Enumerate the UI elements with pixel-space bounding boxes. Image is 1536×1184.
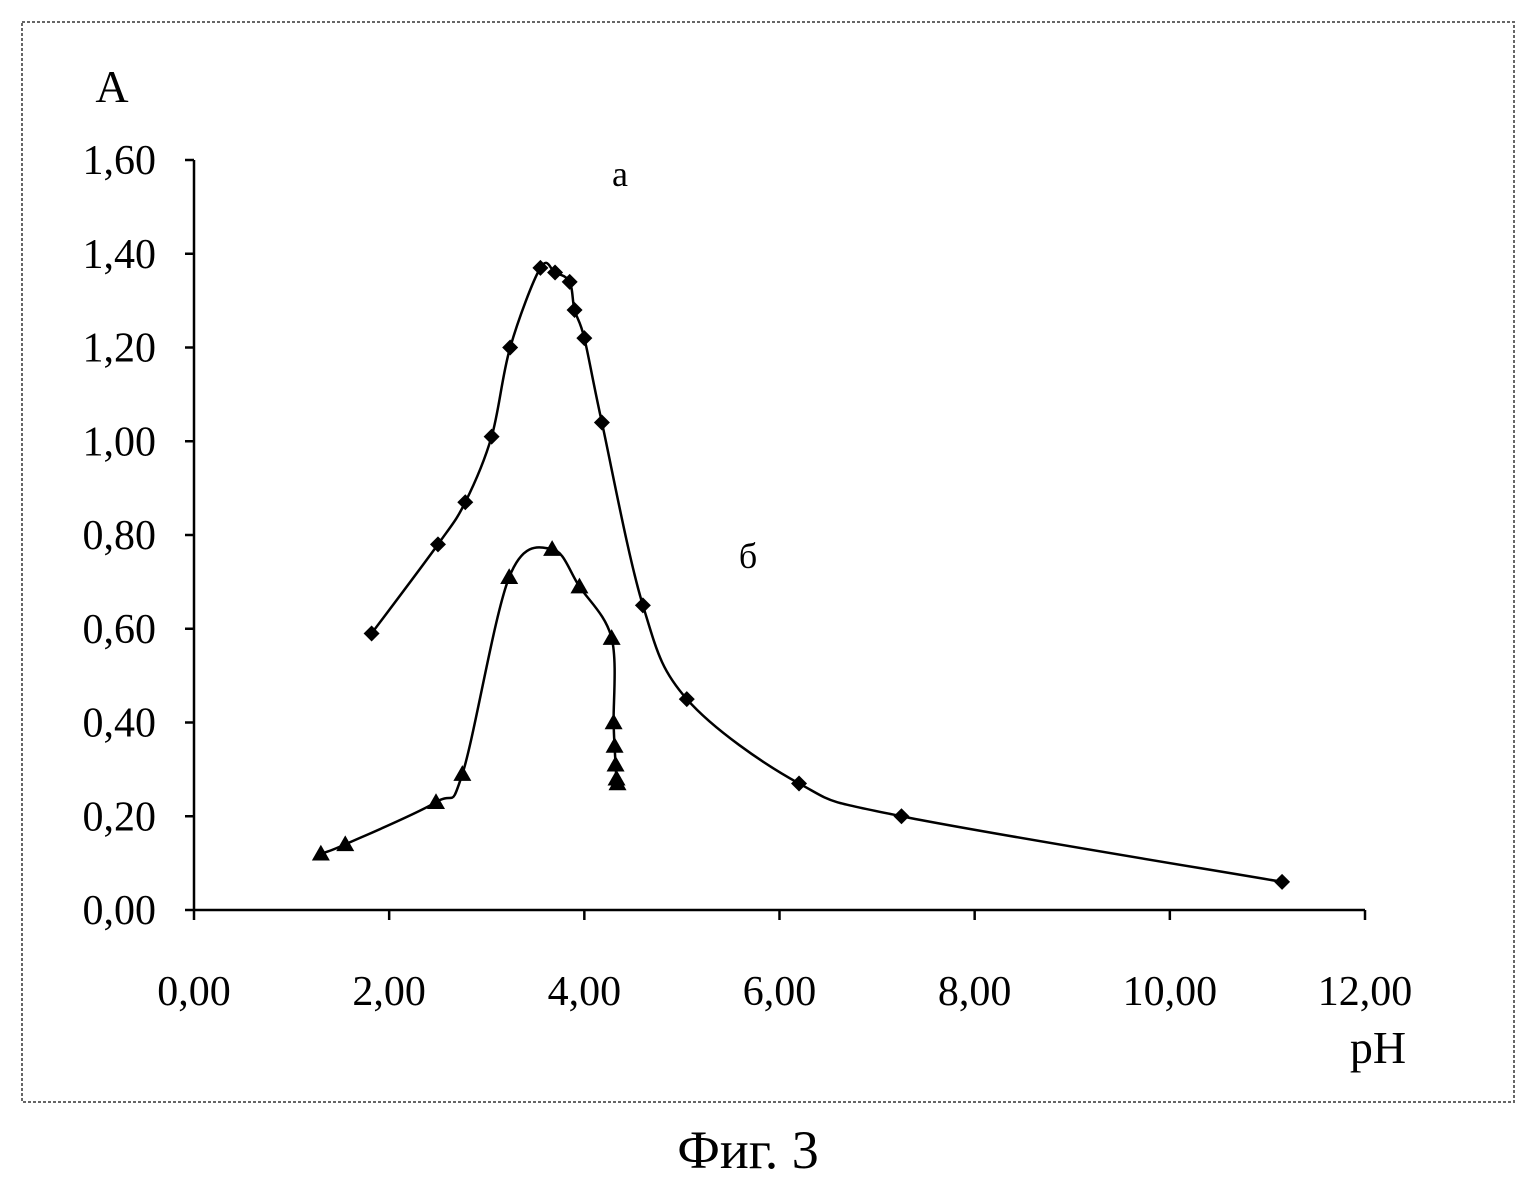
data-point-triangle xyxy=(427,793,446,809)
data-point-diamond xyxy=(532,259,549,276)
series-line-a xyxy=(370,261,1283,884)
x-tick-label: 4,00 xyxy=(548,969,622,1015)
y-axis-label: A xyxy=(95,61,128,112)
y-tick-label: 1,40 xyxy=(83,232,157,278)
data-point-triangle xyxy=(605,736,624,753)
data-point-diamond xyxy=(429,536,446,553)
data-point-triangle xyxy=(608,774,627,791)
y-tick-label: 0,60 xyxy=(83,607,157,653)
data-point-diamond xyxy=(576,330,593,347)
data-point-diamond xyxy=(457,494,474,511)
data-point-diamond xyxy=(1274,873,1291,890)
data-point-diamond xyxy=(363,625,380,642)
data-point-triangle xyxy=(500,568,519,584)
data-point-diamond xyxy=(502,339,519,356)
x-tick-label: 12,00 xyxy=(1318,969,1413,1015)
data-point-diamond xyxy=(634,597,651,614)
data-point-diamond xyxy=(561,273,578,290)
data-point-diamond xyxy=(678,691,695,708)
data-point-diamond xyxy=(547,264,564,281)
y-tick-label: 1,60 xyxy=(83,138,157,184)
data-point-triangle xyxy=(543,540,562,556)
y-tick-label: 0,40 xyxy=(83,701,157,747)
y-tick-label: 0,00 xyxy=(83,888,157,934)
y-tick-label: 0,80 xyxy=(83,513,157,559)
plot-area: 0,00 0,20 0,40 0,60 0,80 1,00 1,20 1,40 1,60 0,00… xyxy=(83,138,1413,1015)
data-point-diamond xyxy=(893,808,910,825)
data-point-diamond xyxy=(593,414,610,431)
series-a-tag: а xyxy=(612,154,628,194)
data-point-diamond xyxy=(791,775,808,792)
data-point-triangle xyxy=(570,577,589,594)
chart-frame xyxy=(21,21,1515,1103)
data-point-triangle xyxy=(606,755,625,772)
x-axis-label: pH xyxy=(1350,1022,1406,1073)
x-tick-label: 0,00 xyxy=(157,969,231,1015)
data-point-triangle xyxy=(311,844,330,861)
y-tick-label: 1,00 xyxy=(83,419,157,465)
x-tick-label: 6,00 xyxy=(743,969,817,1015)
y-tick-label: 0,20 xyxy=(83,794,157,840)
data-point-triangle xyxy=(453,765,472,781)
data-point-diamond xyxy=(566,302,583,318)
x-tick-label: 8,00 xyxy=(938,969,1012,1015)
data-point-triangle xyxy=(604,713,623,730)
data-point-triangle xyxy=(336,835,355,852)
x-tick-label: 2,00 xyxy=(352,969,426,1015)
x-tick-label: 10,00 xyxy=(1123,969,1218,1015)
data-point-triangle xyxy=(602,629,621,645)
figure-caption: Фиг. 3 xyxy=(677,1120,819,1180)
data-point-diamond xyxy=(483,428,500,445)
series-b-tag: б xyxy=(739,536,757,576)
y-tick-label: 1,20 xyxy=(83,326,157,372)
